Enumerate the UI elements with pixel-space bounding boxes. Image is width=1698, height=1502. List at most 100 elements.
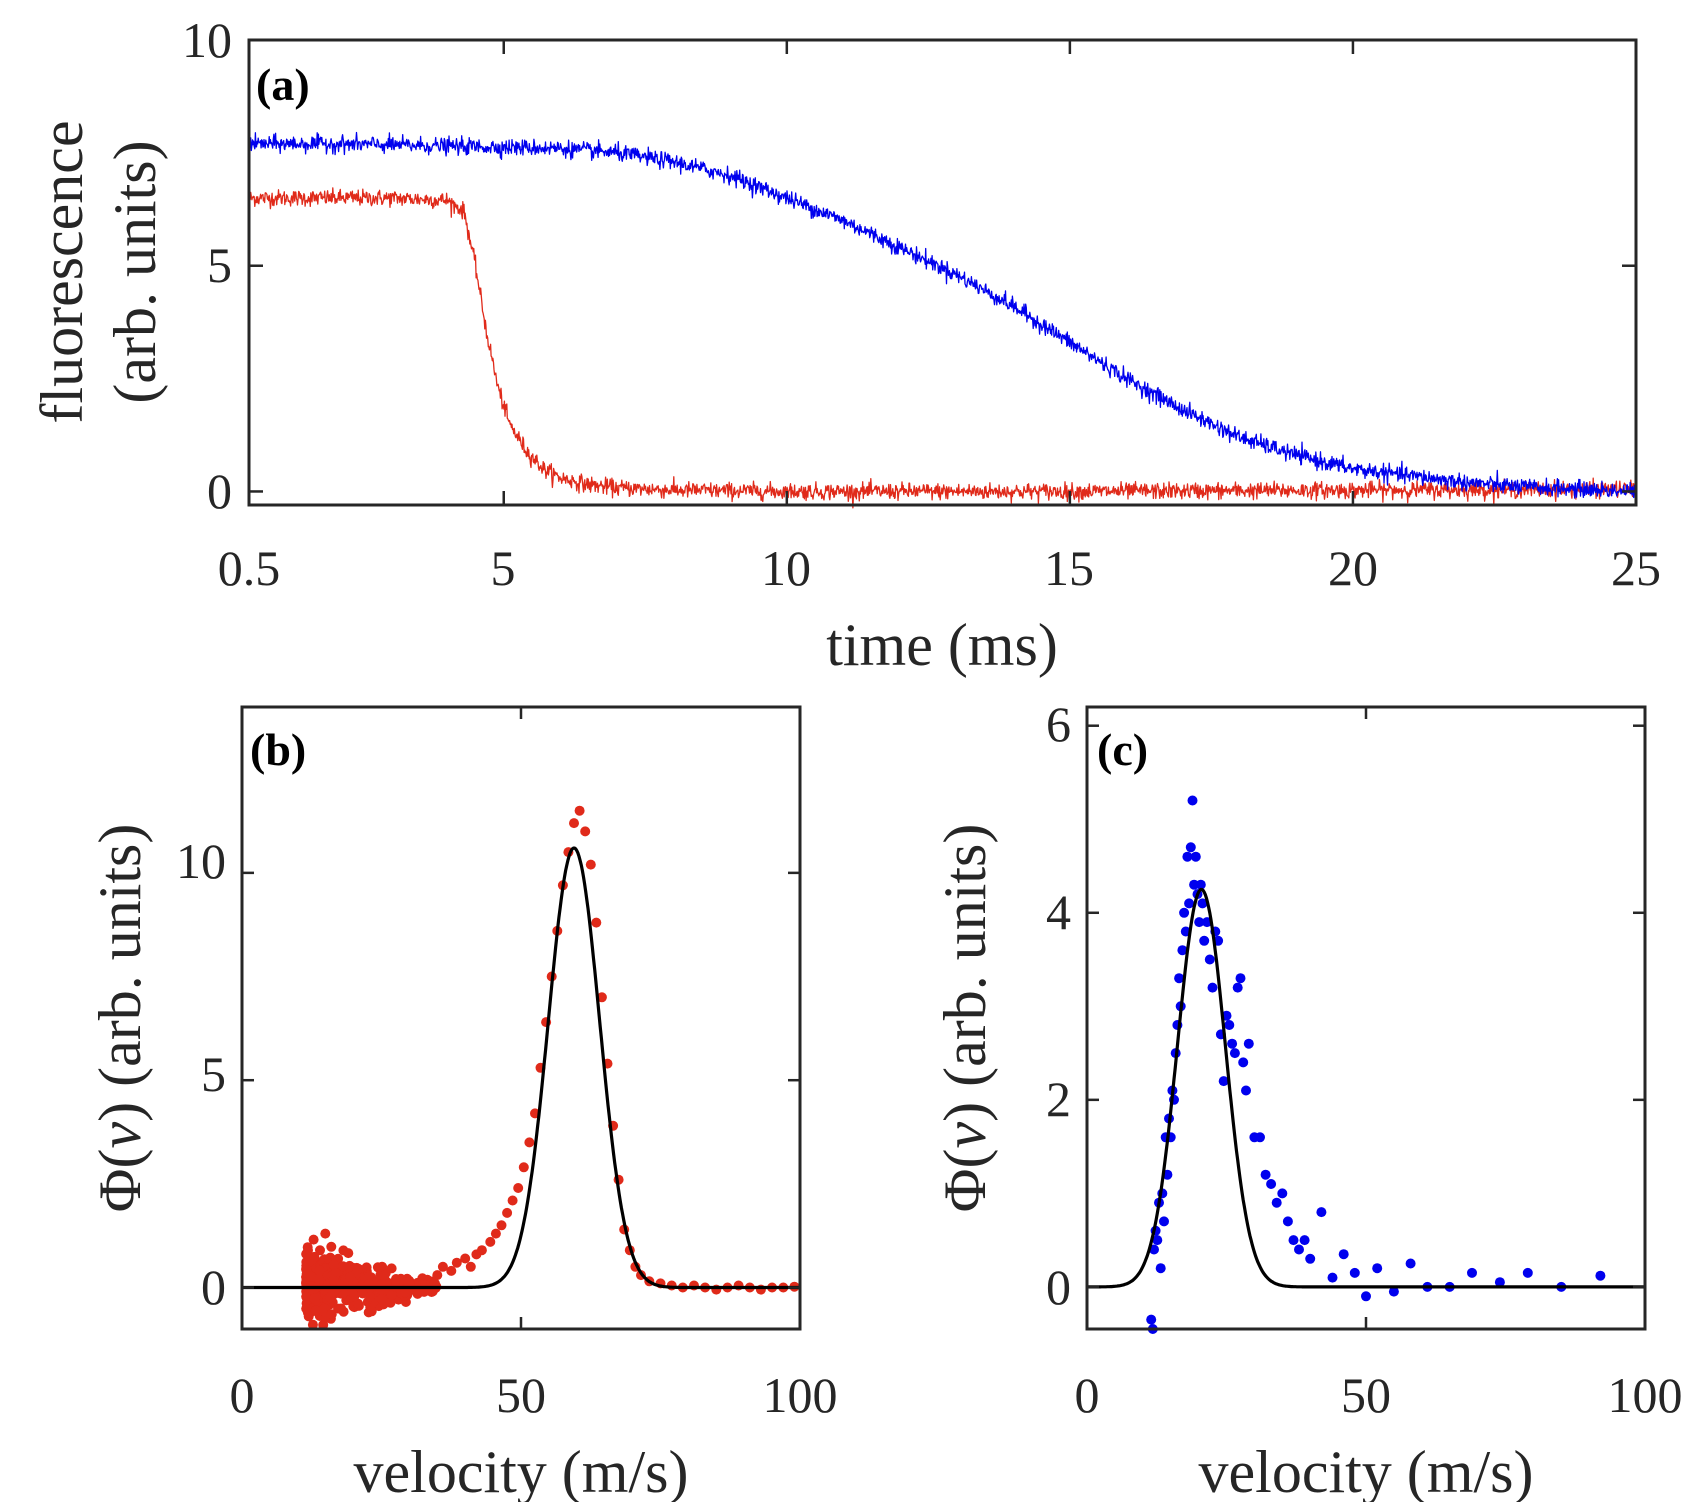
data-point bbox=[1349, 1267, 1360, 1278]
data-point bbox=[1388, 1286, 1399, 1297]
data-point bbox=[1184, 898, 1195, 909]
noise-point bbox=[338, 1261, 349, 1272]
data-point bbox=[1182, 851, 1193, 862]
data-point bbox=[490, 1228, 501, 1239]
noise-point bbox=[303, 1245, 313, 1256]
data-point bbox=[1494, 1277, 1505, 1288]
data-point bbox=[1243, 1038, 1254, 1049]
data-point bbox=[1155, 1263, 1166, 1274]
data-point bbox=[1266, 1179, 1277, 1189]
noise-point bbox=[376, 1294, 387, 1304]
panel-b-ylabel: Φ(v) (arb. units) bbox=[87, 824, 153, 1213]
data-point bbox=[1179, 907, 1190, 918]
data-point bbox=[1227, 1038, 1238, 1049]
trace-fast bbox=[248, 187, 1637, 509]
noise-point bbox=[403, 1277, 414, 1287]
panel-a-xtick-label: 20 bbox=[1328, 540, 1378, 596]
noise-point bbox=[320, 1228, 331, 1239]
panel-a-xtick-label: 15 bbox=[1044, 540, 1094, 596]
data-point bbox=[1305, 1253, 1316, 1264]
data-point bbox=[1316, 1207, 1327, 1218]
data-point bbox=[1327, 1272, 1338, 1283]
data-point bbox=[1405, 1258, 1416, 1269]
data-point bbox=[569, 818, 579, 829]
panel-c-ytick-label: 6 bbox=[1046, 696, 1071, 752]
noise-point bbox=[315, 1245, 325, 1256]
data-point bbox=[1522, 1267, 1533, 1278]
data-point bbox=[585, 859, 596, 870]
noise-point bbox=[349, 1291, 360, 1302]
panel-b-xtick-label: 0 bbox=[230, 1367, 255, 1423]
panel-a-ytick-label: 10 bbox=[182, 12, 232, 68]
data-point bbox=[1224, 1020, 1235, 1030]
data-point bbox=[1288, 1235, 1299, 1246]
noise-point bbox=[306, 1271, 317, 1282]
noise-point bbox=[307, 1319, 318, 1330]
data-point bbox=[1159, 1216, 1169, 1227]
panel-b-data-points bbox=[301, 805, 800, 1330]
panel-a-ytick-label: 0 bbox=[207, 463, 232, 519]
data-point bbox=[1241, 1085, 1251, 1096]
data-point bbox=[1204, 954, 1215, 965]
noise-point bbox=[390, 1275, 401, 1286]
noise-point bbox=[372, 1262, 383, 1273]
data-point bbox=[1467, 1267, 1477, 1278]
data-point bbox=[1190, 851, 1201, 862]
panel-a-ticks bbox=[247, 38, 1638, 505]
noise-point bbox=[419, 1286, 430, 1297]
panel-c: 0 50 100 0 2 4 6 (c) velocity (m/s) Φ(v)… bbox=[932, 696, 1683, 1502]
panel-b-xlabel: velocity (m/s) bbox=[354, 1439, 689, 1502]
panel-c-ticks bbox=[1085, 707, 1647, 1329]
data-point bbox=[591, 917, 602, 928]
noise-point bbox=[328, 1275, 339, 1286]
data-point bbox=[1194, 917, 1205, 928]
data-point bbox=[1235, 973, 1246, 984]
noise-point bbox=[400, 1287, 411, 1298]
panel-a-ylabel-line2: (arb. units) bbox=[102, 140, 168, 403]
panel-a-xtick-label: 5 bbox=[491, 540, 516, 596]
panel-c-ytick-label: 4 bbox=[1046, 884, 1071, 940]
panel-c-fit bbox=[1087, 887, 1645, 1289]
data-point bbox=[1229, 1048, 1240, 1059]
noise-point bbox=[308, 1234, 319, 1245]
panel-c-label: (c) bbox=[1097, 724, 1148, 775]
noise-point bbox=[309, 1293, 320, 1304]
data-point bbox=[476, 1245, 487, 1256]
panel-a-axes-box bbox=[247, 38, 1638, 507]
panel-c-xtick-label: 100 bbox=[1608, 1367, 1683, 1423]
noise-point bbox=[328, 1259, 339, 1270]
panel-a-label: (a) bbox=[256, 59, 310, 110]
panel-b-xtick-label: 50 bbox=[496, 1367, 546, 1423]
noise-point bbox=[309, 1251, 320, 1262]
data-point bbox=[1177, 945, 1188, 956]
panel-b-xtick-label: 100 bbox=[763, 1367, 838, 1423]
data-point bbox=[451, 1257, 462, 1268]
panel-b-label: (b) bbox=[250, 724, 306, 775]
panel-b-fit bbox=[242, 846, 800, 1290]
panel-b-ytick-label: 0 bbox=[201, 1259, 226, 1315]
data-point bbox=[507, 1195, 518, 1206]
data-point bbox=[524, 1137, 535, 1148]
noise-point bbox=[301, 1303, 312, 1314]
panel-a-ylabel-line1: fluorescence bbox=[29, 120, 95, 423]
noise-point bbox=[314, 1273, 325, 1284]
panel-b-ytick-label: 5 bbox=[201, 1046, 226, 1102]
data-point bbox=[1338, 1249, 1349, 1260]
data-point bbox=[446, 1265, 457, 1276]
data-point bbox=[1238, 1057, 1249, 1068]
data-point bbox=[1185, 842, 1196, 853]
data-point bbox=[1595, 1270, 1606, 1281]
data-point bbox=[1232, 982, 1243, 993]
data-point bbox=[1294, 1244, 1304, 1255]
data-point bbox=[1271, 1197, 1282, 1208]
panel-c-xlabel: velocity (m/s) bbox=[1199, 1439, 1534, 1502]
panel-c-ytick-label: 2 bbox=[1046, 1071, 1071, 1127]
data-point bbox=[465, 1261, 476, 1272]
noise-point bbox=[361, 1262, 372, 1273]
data-point bbox=[1146, 1314, 1157, 1325]
noise-point bbox=[331, 1267, 341, 1278]
panel-a: 0.5 5 10 15 20 25 0 5 10 (a) time (ms) f… bbox=[29, 12, 1661, 678]
data-point bbox=[502, 1207, 513, 1218]
panel-c-xtick-label: 50 bbox=[1341, 1367, 1391, 1423]
data-point bbox=[1218, 1076, 1229, 1087]
